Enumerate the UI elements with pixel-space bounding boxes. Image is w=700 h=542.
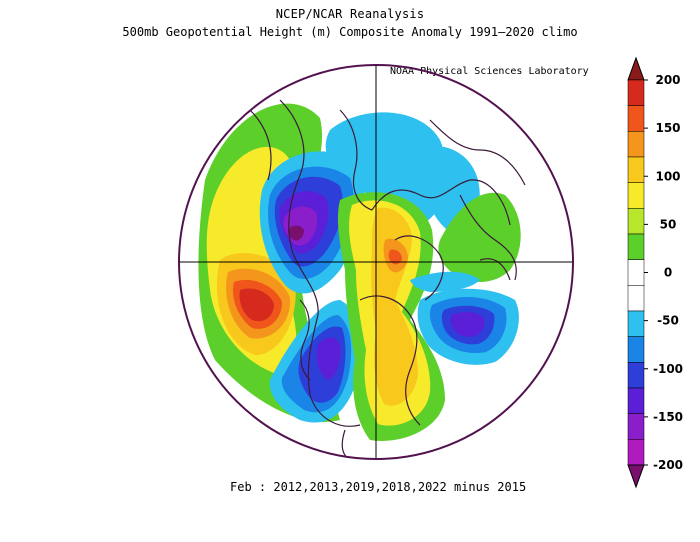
colorbar-tick-label: 50 (660, 217, 677, 231)
colorbar-tick-label: -50 (657, 314, 679, 328)
colorbar-tick-label: -200 (653, 458, 683, 472)
colorbar-tick-label: 0 (664, 266, 672, 280)
graticule (179, 65, 573, 459)
coastlines (249, 99, 526, 459)
colorbar-tick-label: -150 (653, 410, 683, 424)
colorbar-segment (627, 259, 645, 286)
colorbar-segment (627, 79, 645, 106)
colorbar-segment (627, 336, 645, 363)
colorbar-tick-label: -100 (653, 362, 683, 376)
map-boundary (178, 64, 574, 460)
colorbar-segment (627, 233, 645, 260)
colorbar-tick-label: 100 (655, 169, 680, 183)
composite-caption: Feb : 2012,2013,2019,2018,2022 minus 201… (230, 480, 527, 494)
colorbar-arrow-top (627, 56, 645, 81)
colorbar-segment (627, 413, 645, 440)
map-title: NCEP/NCAR Reanalysis (275, 7, 425, 21)
colorbar-segment (627, 310, 645, 337)
colorbar-segment (627, 182, 645, 209)
credit-label: NOAA Physical Sciences Laboratory (390, 66, 589, 77)
colorbar-arrow-bottom (627, 464, 645, 489)
colorbar-tick-label: 150 (655, 121, 680, 135)
colorbar-segment (627, 208, 645, 235)
colorbar-segment (627, 285, 645, 312)
colorbar-segment (627, 362, 645, 389)
colorbar-segment (627, 439, 645, 466)
colorbar-segment (627, 156, 645, 183)
europe-positive-anomaly (438, 192, 521, 282)
colorbar-segment (627, 105, 645, 132)
colorbar-tick-label: 200 (655, 73, 680, 87)
map-subtitle: 500mb Geopotential Height (m) Composite … (122, 25, 578, 39)
colorbar-segment (627, 387, 645, 414)
colorbar: 200 150 100 50 0 -50 -100 -150 -200 (627, 56, 683, 489)
anomaly-field (198, 103, 521, 441)
colorbar-segment (627, 131, 645, 158)
